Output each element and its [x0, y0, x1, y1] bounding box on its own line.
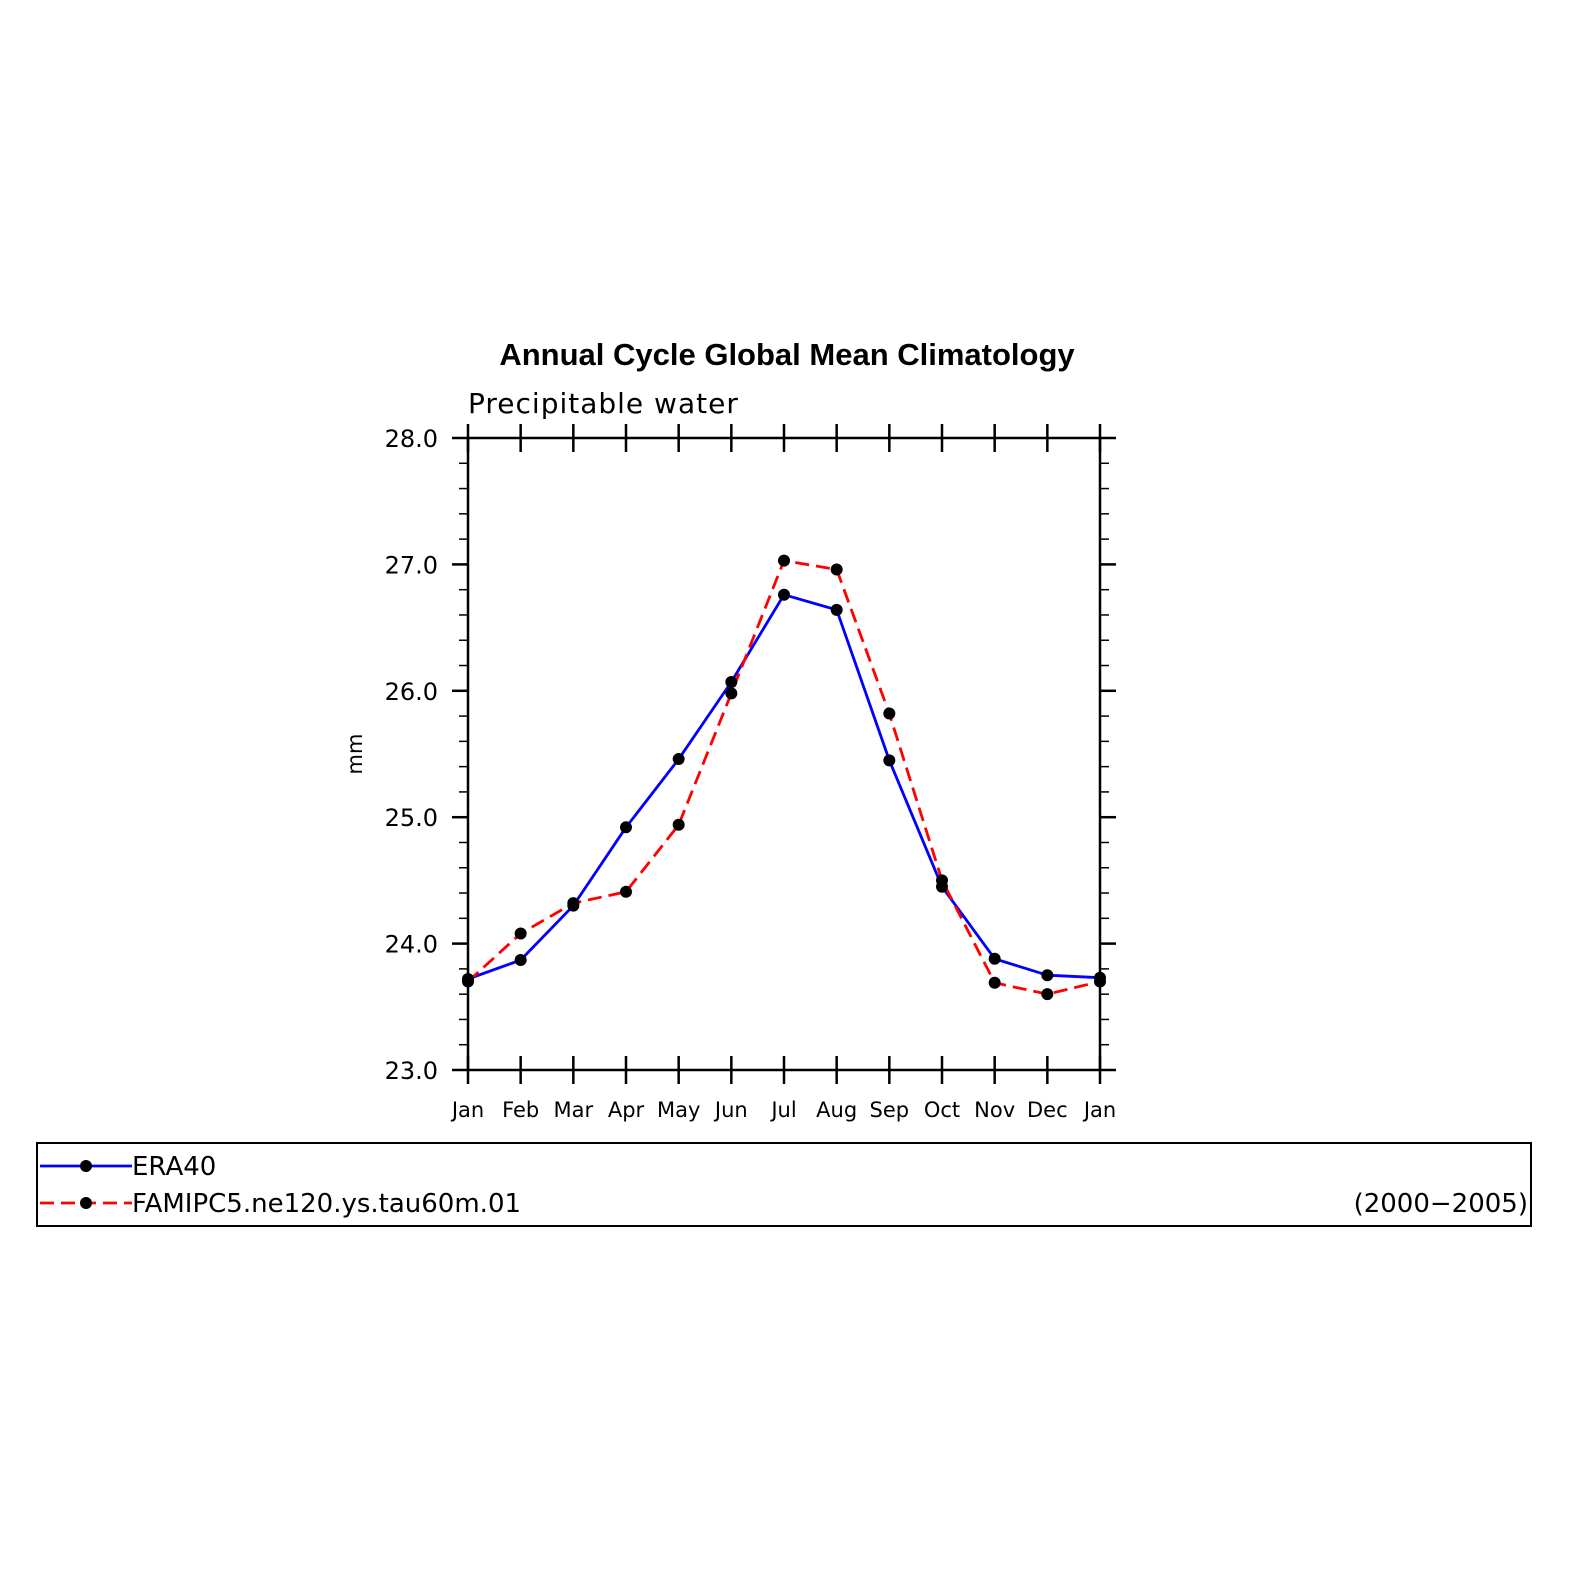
x-tick-label: Jan [1082, 1098, 1116, 1122]
x-tick-label: Jan [450, 1098, 484, 1122]
series-1-point [672, 818, 685, 831]
y-tick-label: 23.0 [385, 1057, 438, 1085]
series-0-point [620, 821, 632, 834]
series-0-point [672, 753, 685, 766]
x-tick-label: Dec [1027, 1098, 1068, 1122]
series-1-point [725, 687, 738, 700]
series-0-point [883, 754, 896, 767]
series-1-point [1041, 988, 1054, 1001]
series-1-point [936, 874, 948, 887]
series-0-point [830, 603, 843, 616]
legend: (2000−2005) ERA40 FAMIPC5.ne120.ys.tau60m… [36, 1142, 1532, 1227]
series-1-point [988, 976, 1001, 989]
y-tick-label: 24.0 [385, 931, 438, 959]
series-1-point [514, 927, 527, 940]
x-tick-label: May [657, 1098, 700, 1122]
x-tick-label: Nov [974, 1098, 1015, 1122]
x-tick-label: Jun [713, 1098, 748, 1122]
y-axis-label: mm [343, 734, 367, 775]
chart-subtitle: Precipitable water [468, 387, 739, 420]
series-0-point [988, 952, 1001, 965]
x-tick-label: Aug [816, 1098, 857, 1122]
y-tick-label: 25.0 [385, 804, 438, 832]
series-1-point [883, 707, 896, 720]
x-tick-label: Feb [502, 1098, 539, 1122]
series-layer [462, 554, 1106, 1001]
series-1-point [620, 885, 632, 898]
series-line-0 [467, 593, 1101, 981]
series-1-point [1094, 975, 1106, 988]
y-tick-label: 28.0 [385, 425, 438, 453]
plot-frame [466, 436, 1102, 1072]
x-tick-label: Jul [769, 1098, 796, 1122]
series-1-point [830, 563, 843, 576]
y-axis: 23.0 24.0 25.0 26.0 27.0 28.0 [385, 425, 1116, 1085]
plot-border [466, 436, 1102, 1072]
series-line-1 [467, 559, 1101, 996]
legend-label-0: ERA40 [132, 1152, 216, 1182]
legend-marker-0 [80, 1160, 92, 1172]
series-0-point [778, 588, 790, 601]
legend-note: (2000−2005) [1354, 1189, 1528, 1219]
series-1-point [462, 975, 474, 988]
series-0-point [725, 675, 738, 688]
x-tick-label: Mar [554, 1098, 594, 1122]
series-1-point [567, 897, 580, 910]
series-0-point [1041, 969, 1054, 982]
x-axis: Jan Feb Mar Apr May Jun Jul Aug Sep Oct Nov Dec Jan [450, 424, 1116, 1122]
x-tick-label: Oct [924, 1098, 960, 1122]
y-tick-label: 26.0 [385, 678, 438, 706]
series-0-point [514, 954, 527, 967]
y-tick-label: 27.0 [385, 551, 438, 579]
legend-label-1: FAMIPC5.ne120.ys.tau60m.01 [132, 1189, 521, 1219]
legend-box [36, 1142, 1532, 1227]
legend-marker-1 [80, 1197, 92, 1209]
chart-title: Annual Cycle Global Mean Climatology [499, 337, 1075, 372]
x-tick-label: Apr [608, 1098, 645, 1122]
x-tick-label: Sep [870, 1098, 910, 1122]
series-1-point [778, 554, 790, 567]
